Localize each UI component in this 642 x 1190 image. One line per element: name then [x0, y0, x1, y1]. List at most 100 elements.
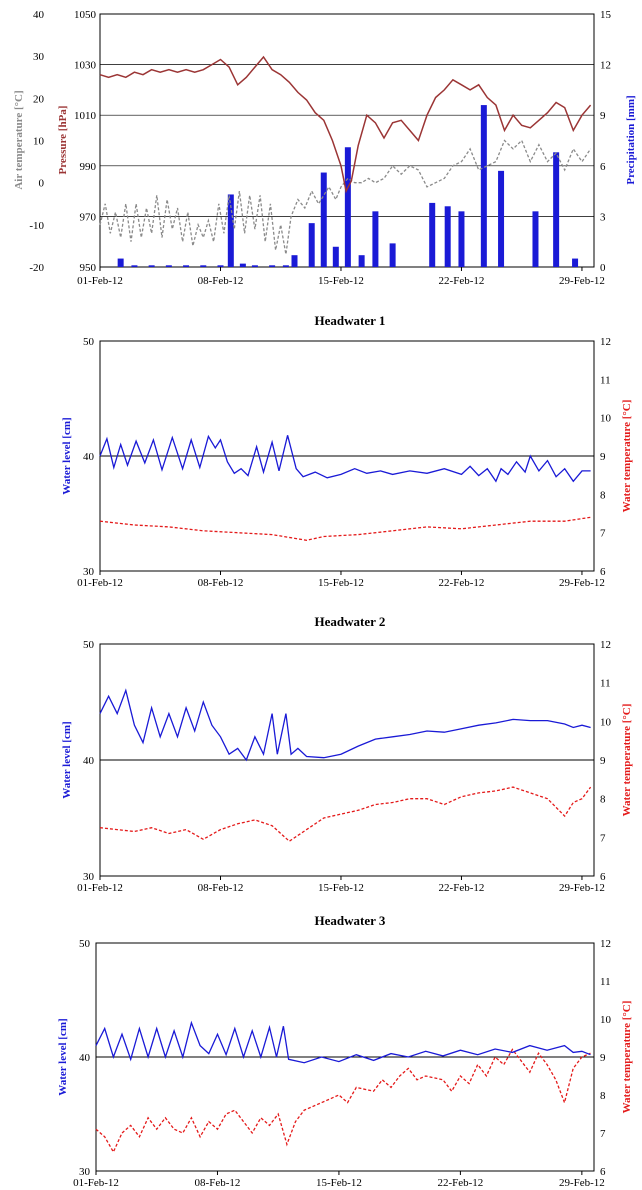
precipitation-bar [117, 258, 124, 267]
water-temperature-line [99, 516, 591, 541]
air-temperature-label: Air temperature [°C] [13, 90, 25, 189]
x-tick-label: 15-Feb-12 [318, 275, 364, 287]
water-level-tick-label: 30 [79, 1166, 91, 1178]
water-temperature-label: Water temperature [°C] [621, 400, 633, 513]
air-temperature-tick-label: 10 [33, 136, 45, 148]
pressure-tick-label: 1010 [74, 110, 97, 122]
precipitation-bar [131, 265, 138, 267]
water-level-tick-label: 40 [83, 755, 95, 767]
water-temperature-axis: 12 11 10 9 8 7 6 [600, 336, 612, 578]
x-tick-label: 22-Feb-12 [439, 275, 485, 287]
water-temperature-tick-label: 8 [600, 489, 606, 501]
x-tick-label: 08-Feb-12 [198, 275, 244, 287]
water-temperature-axis: 12 11 10 9 8 7 6 [600, 639, 612, 883]
pressure-tick-label: 950 [80, 262, 97, 274]
water-temperature-tick-label: 10 [600, 716, 612, 728]
x-tick-label: 15-Feb-12 [318, 577, 364, 589]
precipitation-bar [344, 147, 351, 267]
precipitation-bar [532, 211, 539, 267]
precipitation-bar [372, 211, 379, 267]
precipitation-tick-label: 12 [600, 60, 611, 72]
precipitation-bar [200, 265, 207, 267]
water-temperature-label: Water temperature [°C] [621, 1001, 633, 1114]
water-temperature-tick-label: 7 [600, 832, 606, 844]
x-tick-label: 08-Feb-12 [198, 577, 244, 589]
pressure-tick-label: 1050 [74, 9, 97, 21]
water-temperature-tick-label: 12 [600, 639, 611, 651]
air-temperature-tick-label: -10 [29, 220, 44, 232]
x-tick-label: 29-Feb-12 [559, 577, 605, 589]
x-tick-label: 15-Feb-12 [316, 1177, 362, 1189]
precipitation-bar [227, 194, 234, 267]
water-level-axis: 50 40 30 [79, 938, 91, 1178]
precipitation-bar [183, 265, 190, 267]
x-tick-label: 15-Feb-12 [318, 882, 364, 894]
water-temperature-tick-label: 6 [600, 566, 606, 578]
water-level-tick-label: 50 [83, 639, 95, 651]
precipitation-tick-label: 6 [600, 161, 606, 173]
x-tick-label: 01-Feb-12 [73, 1177, 119, 1189]
water-temperature-tick-label: 9 [600, 755, 606, 767]
water-level-line [99, 688, 591, 762]
x-axis: 01-Feb-12 08-Feb-12 15-Feb-12 22-Feb-12 29-F… [77, 571, 605, 589]
pressure-tick-label: 1030 [74, 60, 97, 72]
x-tick-label: 08-Feb-12 [195, 1177, 241, 1189]
water-level-tick-label: 40 [83, 451, 95, 463]
x-axis: 01-Feb-12 08-Feb-12 15-Feb-12 22-Feb-12 29-F… [73, 1171, 605, 1189]
x-tick-label: 22-Feb-12 [439, 882, 485, 894]
precipitation-bar [358, 255, 365, 267]
precipitation-bar [444, 206, 451, 267]
precipitation-tick-label: 15 [600, 9, 612, 21]
pressure-tick-label: 990 [80, 161, 97, 173]
x-tick-label: 01-Feb-12 [77, 275, 123, 287]
water-temperature-tick-label: 12 [600, 938, 611, 950]
water-temperature-tick-label: 10 [600, 413, 612, 425]
pressure-tick-label: 970 [80, 211, 97, 223]
chart-title: Headwater 1 [315, 313, 386, 328]
water-temperature-tick-label: 12 [600, 336, 611, 348]
chart-title: Headwater 3 [315, 913, 386, 928]
precipitation-tick-label: 3 [600, 211, 606, 223]
water-temperature-tick-label: 6 [600, 871, 606, 883]
precipitation-bar [572, 258, 579, 267]
precipitation-bar [498, 170, 505, 267]
water-temperature-tick-label: 9 [600, 1052, 606, 1064]
x-tick-label: 29-Feb-12 [559, 882, 605, 894]
water-level-line [95, 1020, 591, 1064]
water-temperature-tick-label: 11 [600, 976, 611, 988]
x-tick-label: 01-Feb-12 [77, 882, 123, 894]
water-level-tick-label: 40 [79, 1052, 91, 1064]
x-tick-label: 22-Feb-12 [439, 577, 485, 589]
pressure-line [99, 55, 592, 194]
air-temperature-axis: 40 30 20 10 0 -10 -20 [29, 9, 44, 274]
air-temperature-tick-label: 40 [33, 9, 45, 21]
water-temperature-tick-label: 11 [600, 678, 611, 690]
water-temperature-tick-label: 8 [600, 1090, 606, 1102]
precipitation-bars [117, 105, 579, 267]
x-tick-label: 08-Feb-12 [198, 882, 244, 894]
water-temperature-tick-label: 8 [600, 794, 606, 806]
x-axis: 01-Feb-12 08-Feb-12 15-Feb-12 22-Feb-12 29-F… [77, 876, 605, 894]
precipitation-bar [332, 246, 339, 267]
water-level-axis: 50 40 30 [83, 336, 95, 578]
precipitation-tick-label: 9 [600, 110, 606, 122]
water-temperature-tick-label: 6 [600, 1166, 606, 1178]
water-temperature-tick-label: 7 [600, 1128, 606, 1140]
water-temperature-tick-label: 7 [600, 528, 606, 540]
precipitation-bar [269, 265, 276, 267]
precipitation-bar [429, 202, 436, 267]
x-tick-label: 22-Feb-12 [437, 1177, 483, 1189]
x-tick-label: 01-Feb-12 [77, 577, 123, 589]
water-temperature-line [95, 1048, 591, 1154]
precipitation-bar [458, 211, 465, 267]
precipitation-bar [389, 243, 396, 267]
precipitation-bar [251, 265, 258, 267]
chart-title: Headwater 2 [315, 614, 386, 629]
precipitation-axis: 15 12 9 6 3 0 [600, 9, 612, 274]
water-temperature-axis: 12 11 10 9 8 7 6 [600, 938, 612, 1178]
water-level-label: Water level [cm] [61, 721, 73, 798]
x-tick-label: 29-Feb-12 [559, 1177, 605, 1189]
